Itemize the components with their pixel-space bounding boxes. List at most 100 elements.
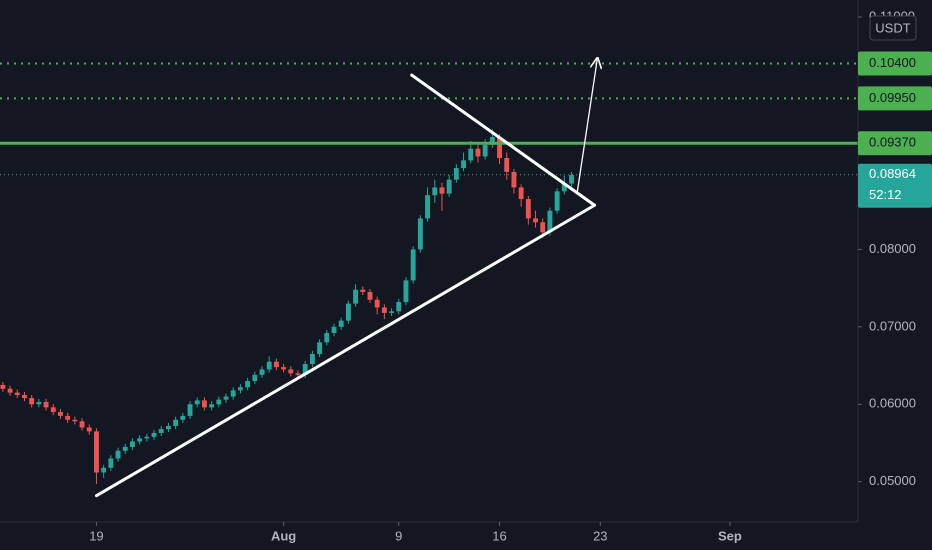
currency-label: USDT xyxy=(875,20,910,35)
level-label: 0.09370 xyxy=(869,135,916,150)
candle-body xyxy=(137,438,143,442)
arrow-drawing xyxy=(576,58,597,193)
level-tag xyxy=(858,86,932,111)
currency-box xyxy=(869,15,917,41)
candle-body xyxy=(14,392,20,395)
candle-body xyxy=(252,374,258,382)
candle-body xyxy=(324,333,330,343)
candle-body xyxy=(533,218,538,223)
candle-body xyxy=(338,320,344,327)
candle-body xyxy=(525,199,531,219)
x-tick-label: Aug xyxy=(271,528,296,543)
candle-body xyxy=(554,191,560,211)
candle-body xyxy=(245,381,251,388)
candle-body xyxy=(194,400,200,405)
candle-body xyxy=(367,291,373,300)
candle-body xyxy=(122,446,128,451)
last-price-label: 0.08964 xyxy=(869,166,916,181)
candle-body xyxy=(417,218,423,250)
candle-body xyxy=(446,179,452,194)
candle-body xyxy=(65,415,71,420)
candle-body xyxy=(58,412,63,416)
candle-body xyxy=(504,157,510,172)
candle-body xyxy=(432,187,438,196)
x-tick-label: 9 xyxy=(395,528,402,543)
candle-body xyxy=(489,137,495,145)
candle-body xyxy=(547,210,553,233)
candle-body xyxy=(101,467,107,473)
candle-body xyxy=(288,369,294,374)
y-tick-label: 0.05000 xyxy=(869,473,916,488)
y-tick-label: 0.08000 xyxy=(869,241,916,256)
candle-body xyxy=(173,419,179,426)
x-tick-label: 19 xyxy=(89,528,103,543)
candle-body xyxy=(209,404,215,408)
candle-body xyxy=(317,342,323,354)
candle-body xyxy=(201,400,207,408)
candle-body xyxy=(50,407,56,413)
candle-body xyxy=(396,302,402,312)
candle-body xyxy=(115,450,121,459)
candle-body xyxy=(94,431,99,473)
candle-body xyxy=(518,187,524,200)
candle-body xyxy=(374,299,380,308)
candle-body xyxy=(22,394,27,399)
candle-body xyxy=(237,387,243,391)
candle-body xyxy=(540,222,546,233)
candle-body xyxy=(36,401,42,405)
candle-body xyxy=(475,148,481,157)
candle-body xyxy=(482,144,488,157)
candle-body xyxy=(187,404,193,416)
candle-body xyxy=(108,458,114,468)
level-label: 0.09950 xyxy=(869,90,916,105)
candle-body xyxy=(410,249,416,281)
candle-body xyxy=(569,175,574,184)
candle-body xyxy=(425,195,431,219)
candle-body xyxy=(158,429,164,433)
trend-line xyxy=(410,73,597,207)
candle-body xyxy=(302,364,308,375)
candle-body xyxy=(497,137,502,158)
candle-body xyxy=(381,307,387,313)
candle-body xyxy=(165,425,171,430)
candle-body xyxy=(72,419,78,422)
level-tag xyxy=(858,51,932,76)
candle-body xyxy=(403,280,409,303)
candle-body xyxy=(266,361,272,370)
candle-body xyxy=(180,415,186,420)
candle-body xyxy=(353,289,359,304)
candle-body xyxy=(389,311,395,313)
candle-body xyxy=(461,160,466,169)
candle-body xyxy=(43,401,49,408)
candle-body xyxy=(360,289,366,292)
candle-body xyxy=(79,421,85,428)
countdown-label: 52:12 xyxy=(869,187,902,202)
candle-body xyxy=(273,361,279,368)
candle-body xyxy=(561,183,567,192)
candle-body xyxy=(129,441,135,447)
x-tick-label: 16 xyxy=(492,528,506,543)
trend-line xyxy=(94,203,597,498)
candle-body xyxy=(331,326,337,334)
candle-body xyxy=(453,168,459,180)
candle-body xyxy=(0,384,6,389)
candle-body xyxy=(295,373,301,375)
y-tick-label: 0.07000 xyxy=(869,318,916,333)
candle-body xyxy=(29,398,35,405)
candle-body xyxy=(151,432,157,437)
candle-body xyxy=(144,436,150,439)
x-tick-label: Sep xyxy=(718,528,742,543)
candle-body xyxy=(223,396,229,400)
level-tag xyxy=(858,131,932,156)
candle-body xyxy=(7,388,13,393)
candle-body xyxy=(468,148,474,161)
plot-area xyxy=(0,58,858,498)
x-tick-label: 23 xyxy=(593,528,607,543)
axes: 0.050000.060000.070000.080000.1100019Aug… xyxy=(89,8,932,543)
candle-body xyxy=(281,367,287,370)
candle-body xyxy=(259,369,265,375)
last-price-tag xyxy=(858,163,932,208)
